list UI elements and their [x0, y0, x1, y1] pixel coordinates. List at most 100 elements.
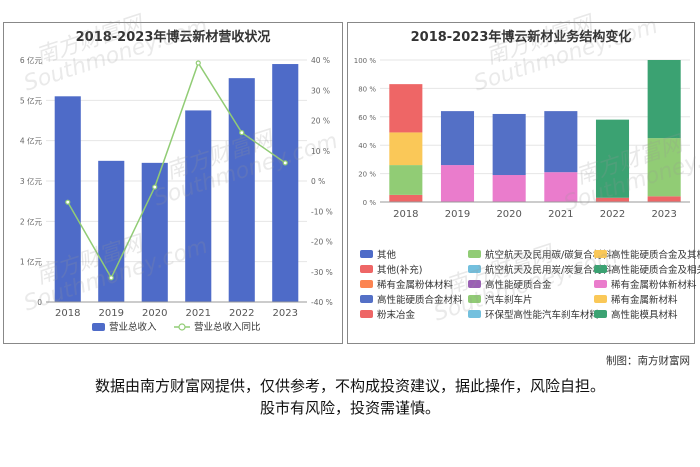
- x-tick-label: 2023: [651, 209, 676, 220]
- y-left-tick-label: 1 亿元: [20, 257, 43, 267]
- stack-segment: [389, 165, 423, 195]
- legend-item[interactable]: 高性能硬质合金材料: [360, 292, 463, 306]
- y-left-tick-label: 5 亿元: [20, 95, 43, 105]
- y-right-tick-label: -40 %: [311, 298, 333, 307]
- stack-segment: [492, 175, 526, 202]
- yoy-point: [65, 199, 71, 205]
- legend-item[interactable]: 高性能硬质合金及相关材料: [594, 262, 700, 276]
- y-left-tick-label: 6 亿元: [20, 55, 43, 65]
- legend-item[interactable]: 稀有金属新材料: [594, 292, 678, 306]
- legend-label: 高性能硬质合金: [485, 280, 552, 291]
- revenue-bar: [98, 160, 125, 302]
- legend-swatch: [468, 280, 481, 288]
- disclaimer-line-2: 股市有风险，投资需谨慎。: [259, 399, 440, 417]
- stack-segment: [595, 119, 630, 198]
- legend-item[interactable]: 航空航天及民用炭/炭复合材料: [468, 262, 612, 276]
- stack-segment: [647, 196, 681, 202]
- y-right-tick-label: 30 %: [311, 86, 330, 95]
- legend-item[interactable]: 其他(补充): [360, 262, 422, 276]
- x-tick-label: 2022: [229, 308, 254, 319]
- revenue-chart-svg: 0 1 亿元 2 亿元 3 亿元 4 亿元 5 亿元 6 亿元 -40 % -30 % -20 %…: [20, 55, 333, 333]
- stack-segment: [492, 113, 526, 176]
- legend-swatch: [360, 250, 373, 258]
- stack-segment: [544, 172, 578, 202]
- stack-segment: [544, 111, 578, 173]
- y-tick-label: 100 %: [354, 57, 377, 65]
- y-tick-label: 0 %: [363, 199, 377, 207]
- y-tick-label: 20 %: [358, 171, 376, 179]
- x-tick-label: 2019: [445, 209, 470, 220]
- y-right-tick-label: -20 %: [311, 238, 333, 247]
- legend-swatch: [360, 310, 373, 318]
- y-left-tick-label: 4 亿元: [20, 136, 43, 146]
- stack-segment: [389, 194, 423, 202]
- legend-item[interactable]: 高性能硬质合金及其相关材料: [594, 247, 700, 261]
- legend-label: 环保型高性能汽车刹车材料: [485, 310, 600, 321]
- legend-label: 航空航天及民用炭/炭复合材料: [485, 265, 612, 276]
- legend-label: 高性能硬质合金及相关材料: [611, 265, 700, 276]
- y-tick-label: 40 %: [358, 142, 376, 150]
- x-tick-label: 2019: [99, 308, 124, 319]
- legend-item[interactable]: 高性能硬质合金: [468, 277, 552, 291]
- legend-swatch: [594, 250, 607, 258]
- x-tick-label: 2021: [186, 308, 211, 319]
- chart-credit: 制图：南方财富网: [606, 355, 690, 367]
- y-tick-label: 60 %: [358, 114, 376, 122]
- y-right-tick-label: 40 %: [311, 56, 330, 65]
- legend-label: 稀有金属粉体新材料: [611, 280, 697, 291]
- legend-swatch: [360, 265, 373, 273]
- y-right-tick-label: -10 %: [311, 207, 333, 216]
- disclaimer: 数据由南方财富网提供，仅供参考，不构成投资建议，据此操作，风险自担。 股市有风险…: [0, 375, 700, 419]
- y-left-tick-label: 3 亿元: [20, 176, 43, 186]
- legend-item[interactable]: 其他: [360, 247, 396, 261]
- revenue-chart-panel: 2018-2023年博云新材营收状况 0 1 亿元 2 亿元 3 亿元 4 亿元 5 亿元…: [3, 22, 343, 344]
- revenue-bar: [141, 162, 168, 302]
- x-tick-label: 2023: [273, 308, 298, 319]
- y-right-tick-label: 20 %: [311, 117, 330, 126]
- legend-label: 高性能硬质合金材料: [377, 295, 463, 306]
- legend-label: 高性能硬质合金及其相关材料: [611, 250, 700, 261]
- yoy-point: [282, 160, 288, 166]
- legend-item[interactable]: 稀有金属粉体材料: [360, 277, 453, 291]
- revenue-bar: [272, 64, 299, 303]
- legend-label: 高性能模具材料: [611, 310, 678, 321]
- legend-swatch: [468, 295, 481, 303]
- legend-label: 稀有金属粉体材料: [377, 280, 454, 291]
- disclaimer-line-1: 数据由南方财富网提供，仅供参考，不构成投资建议，据此操作，风险自担。: [94, 377, 605, 395]
- y-right-tick-label: 0 %: [311, 177, 325, 186]
- revenue-bar: [228, 78, 255, 303]
- legend-swatch: [360, 280, 373, 288]
- structure-chart-svg: 0 % 20 % 40 % 60 % 80 % 100 % 2018 2019 2020 2021…: [354, 57, 690, 220]
- stack-segment: [440, 165, 475, 202]
- stack-segment: [647, 138, 681, 197]
- y-left-tick-label: 2 亿元: [20, 216, 43, 226]
- y-tick-label: 80 %: [358, 85, 376, 93]
- x-tick-label: 2018: [393, 209, 418, 220]
- legend-item[interactable]: 粉末冶金: [360, 307, 415, 321]
- stack-segment: [389, 84, 423, 133]
- legend-item[interactable]: 航空航天及民用碳/碳复合材料: [468, 247, 612, 261]
- legend-item[interactable]: 高性能模具材料: [594, 307, 678, 321]
- stack-segment: [595, 197, 630, 202]
- stack-segment: [389, 132, 423, 166]
- y-right-tick-label: 10 %: [311, 147, 330, 156]
- legend-swatch-revenue: [92, 323, 105, 331]
- legend-item[interactable]: 汽车刹车片: [468, 292, 533, 306]
- x-tick-label: 2018: [55, 308, 80, 319]
- stack-segment: [647, 60, 681, 139]
- legend-item[interactable]: 环保型高性能汽车刹车材料: [468, 307, 599, 321]
- legend-label: 粉末冶金: [377, 310, 416, 321]
- legend-item[interactable]: 稀有金属粉体新材料: [594, 277, 697, 291]
- legend-swatch: [594, 280, 607, 288]
- legend-swatch: [468, 250, 481, 258]
- y-left-tick-label: 0: [37, 298, 42, 307]
- x-tick-label: 2020: [142, 308, 167, 319]
- yoy-line: [67, 61, 286, 280]
- legend-swatch: [594, 265, 607, 273]
- yoy-point: [195, 60, 201, 66]
- yoy-point: [239, 129, 245, 136]
- legend-swatch: [594, 310, 607, 318]
- legend-swatch: [468, 310, 481, 318]
- yoy-point: [108, 275, 114, 281]
- legend-label: 稀有金属新材料: [611, 295, 678, 306]
